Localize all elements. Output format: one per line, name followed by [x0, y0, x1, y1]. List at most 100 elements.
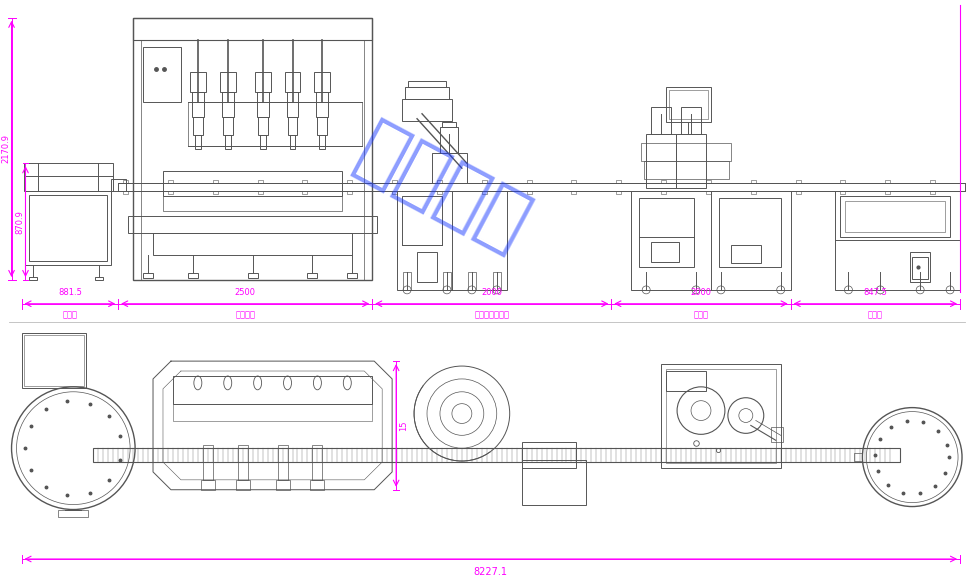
- Bar: [312, 445, 322, 480]
- Bar: [675, 134, 705, 188]
- Bar: [845, 201, 944, 232]
- Bar: [195, 135, 201, 149]
- Text: 881.5: 881.5: [58, 288, 81, 297]
- Bar: [521, 460, 586, 505]
- Bar: [25, 191, 111, 265]
- Text: 收瓶机: 收瓶机: [867, 310, 882, 320]
- Bar: [128, 216, 377, 234]
- Bar: [911, 257, 927, 279]
- Bar: [23, 335, 84, 386]
- Bar: [795, 191, 799, 194]
- Bar: [402, 99, 452, 121]
- Bar: [615, 191, 621, 194]
- Bar: [142, 273, 153, 278]
- Bar: [641, 143, 730, 161]
- Bar: [854, 453, 861, 461]
- Bar: [643, 161, 728, 179]
- Bar: [661, 364, 780, 468]
- Bar: [190, 72, 205, 92]
- Bar: [275, 480, 289, 490]
- Bar: [666, 87, 710, 122]
- Bar: [650, 242, 678, 262]
- Bar: [770, 427, 782, 442]
- Bar: [443, 272, 451, 290]
- Bar: [284, 72, 300, 92]
- Bar: [436, 191, 442, 194]
- Text: 奥羽机械: 奥羽机械: [343, 112, 540, 264]
- Bar: [310, 480, 324, 490]
- Bar: [615, 180, 621, 183]
- Bar: [277, 445, 287, 480]
- Bar: [212, 180, 218, 183]
- Bar: [482, 191, 486, 194]
- Bar: [168, 180, 172, 183]
- Bar: [163, 171, 342, 196]
- Bar: [929, 191, 934, 194]
- Bar: [347, 273, 357, 278]
- Bar: [839, 180, 845, 183]
- Bar: [29, 195, 108, 261]
- Bar: [730, 246, 760, 263]
- Bar: [111, 179, 126, 191]
- Bar: [347, 180, 352, 183]
- Bar: [316, 92, 328, 117]
- Bar: [909, 252, 929, 282]
- Text: 2170.9: 2170.9: [2, 135, 11, 164]
- Bar: [255, 72, 270, 92]
- Text: 2000: 2000: [690, 288, 711, 297]
- Bar: [680, 107, 701, 134]
- Bar: [260, 135, 266, 149]
- Bar: [168, 191, 172, 194]
- Bar: [661, 191, 666, 194]
- Bar: [929, 180, 934, 183]
- Bar: [417, 252, 436, 282]
- Bar: [391, 180, 396, 183]
- Bar: [172, 403, 372, 421]
- Text: 贴标机: 贴标机: [693, 310, 707, 320]
- Bar: [436, 180, 442, 183]
- Bar: [314, 72, 330, 92]
- Bar: [526, 191, 531, 194]
- Bar: [212, 191, 218, 194]
- Bar: [666, 369, 775, 463]
- Bar: [482, 180, 486, 183]
- Bar: [403, 272, 411, 290]
- Bar: [133, 18, 372, 39]
- Bar: [645, 134, 675, 188]
- Bar: [442, 122, 455, 127]
- Text: 847.5: 847.5: [862, 288, 887, 297]
- Text: 四头灰装: 四头灰装: [234, 310, 255, 320]
- Bar: [222, 92, 234, 117]
- Bar: [307, 273, 317, 278]
- Bar: [235, 480, 249, 490]
- Text: 15: 15: [398, 420, 408, 431]
- Bar: [247, 273, 258, 278]
- Text: 870.9: 870.9: [16, 210, 24, 234]
- Bar: [201, 480, 214, 490]
- Bar: [492, 272, 500, 290]
- Bar: [795, 180, 799, 183]
- Bar: [839, 196, 949, 238]
- Bar: [405, 87, 449, 99]
- Bar: [142, 47, 181, 102]
- Bar: [650, 107, 671, 134]
- Bar: [188, 273, 198, 278]
- Bar: [431, 153, 466, 183]
- Bar: [391, 191, 396, 194]
- Bar: [317, 117, 328, 135]
- Bar: [203, 445, 212, 480]
- Bar: [95, 277, 103, 280]
- Bar: [287, 117, 297, 135]
- Bar: [396, 191, 506, 290]
- Bar: [141, 39, 364, 280]
- Bar: [834, 191, 959, 290]
- Bar: [29, 277, 38, 280]
- Text: 自动上盖旋盖机: 自动上盖旋盖机: [474, 310, 509, 320]
- Bar: [225, 135, 231, 149]
- Bar: [133, 18, 372, 280]
- Bar: [153, 234, 352, 255]
- Bar: [257, 92, 268, 117]
- Bar: [885, 191, 890, 194]
- Bar: [223, 117, 233, 135]
- Bar: [705, 180, 710, 183]
